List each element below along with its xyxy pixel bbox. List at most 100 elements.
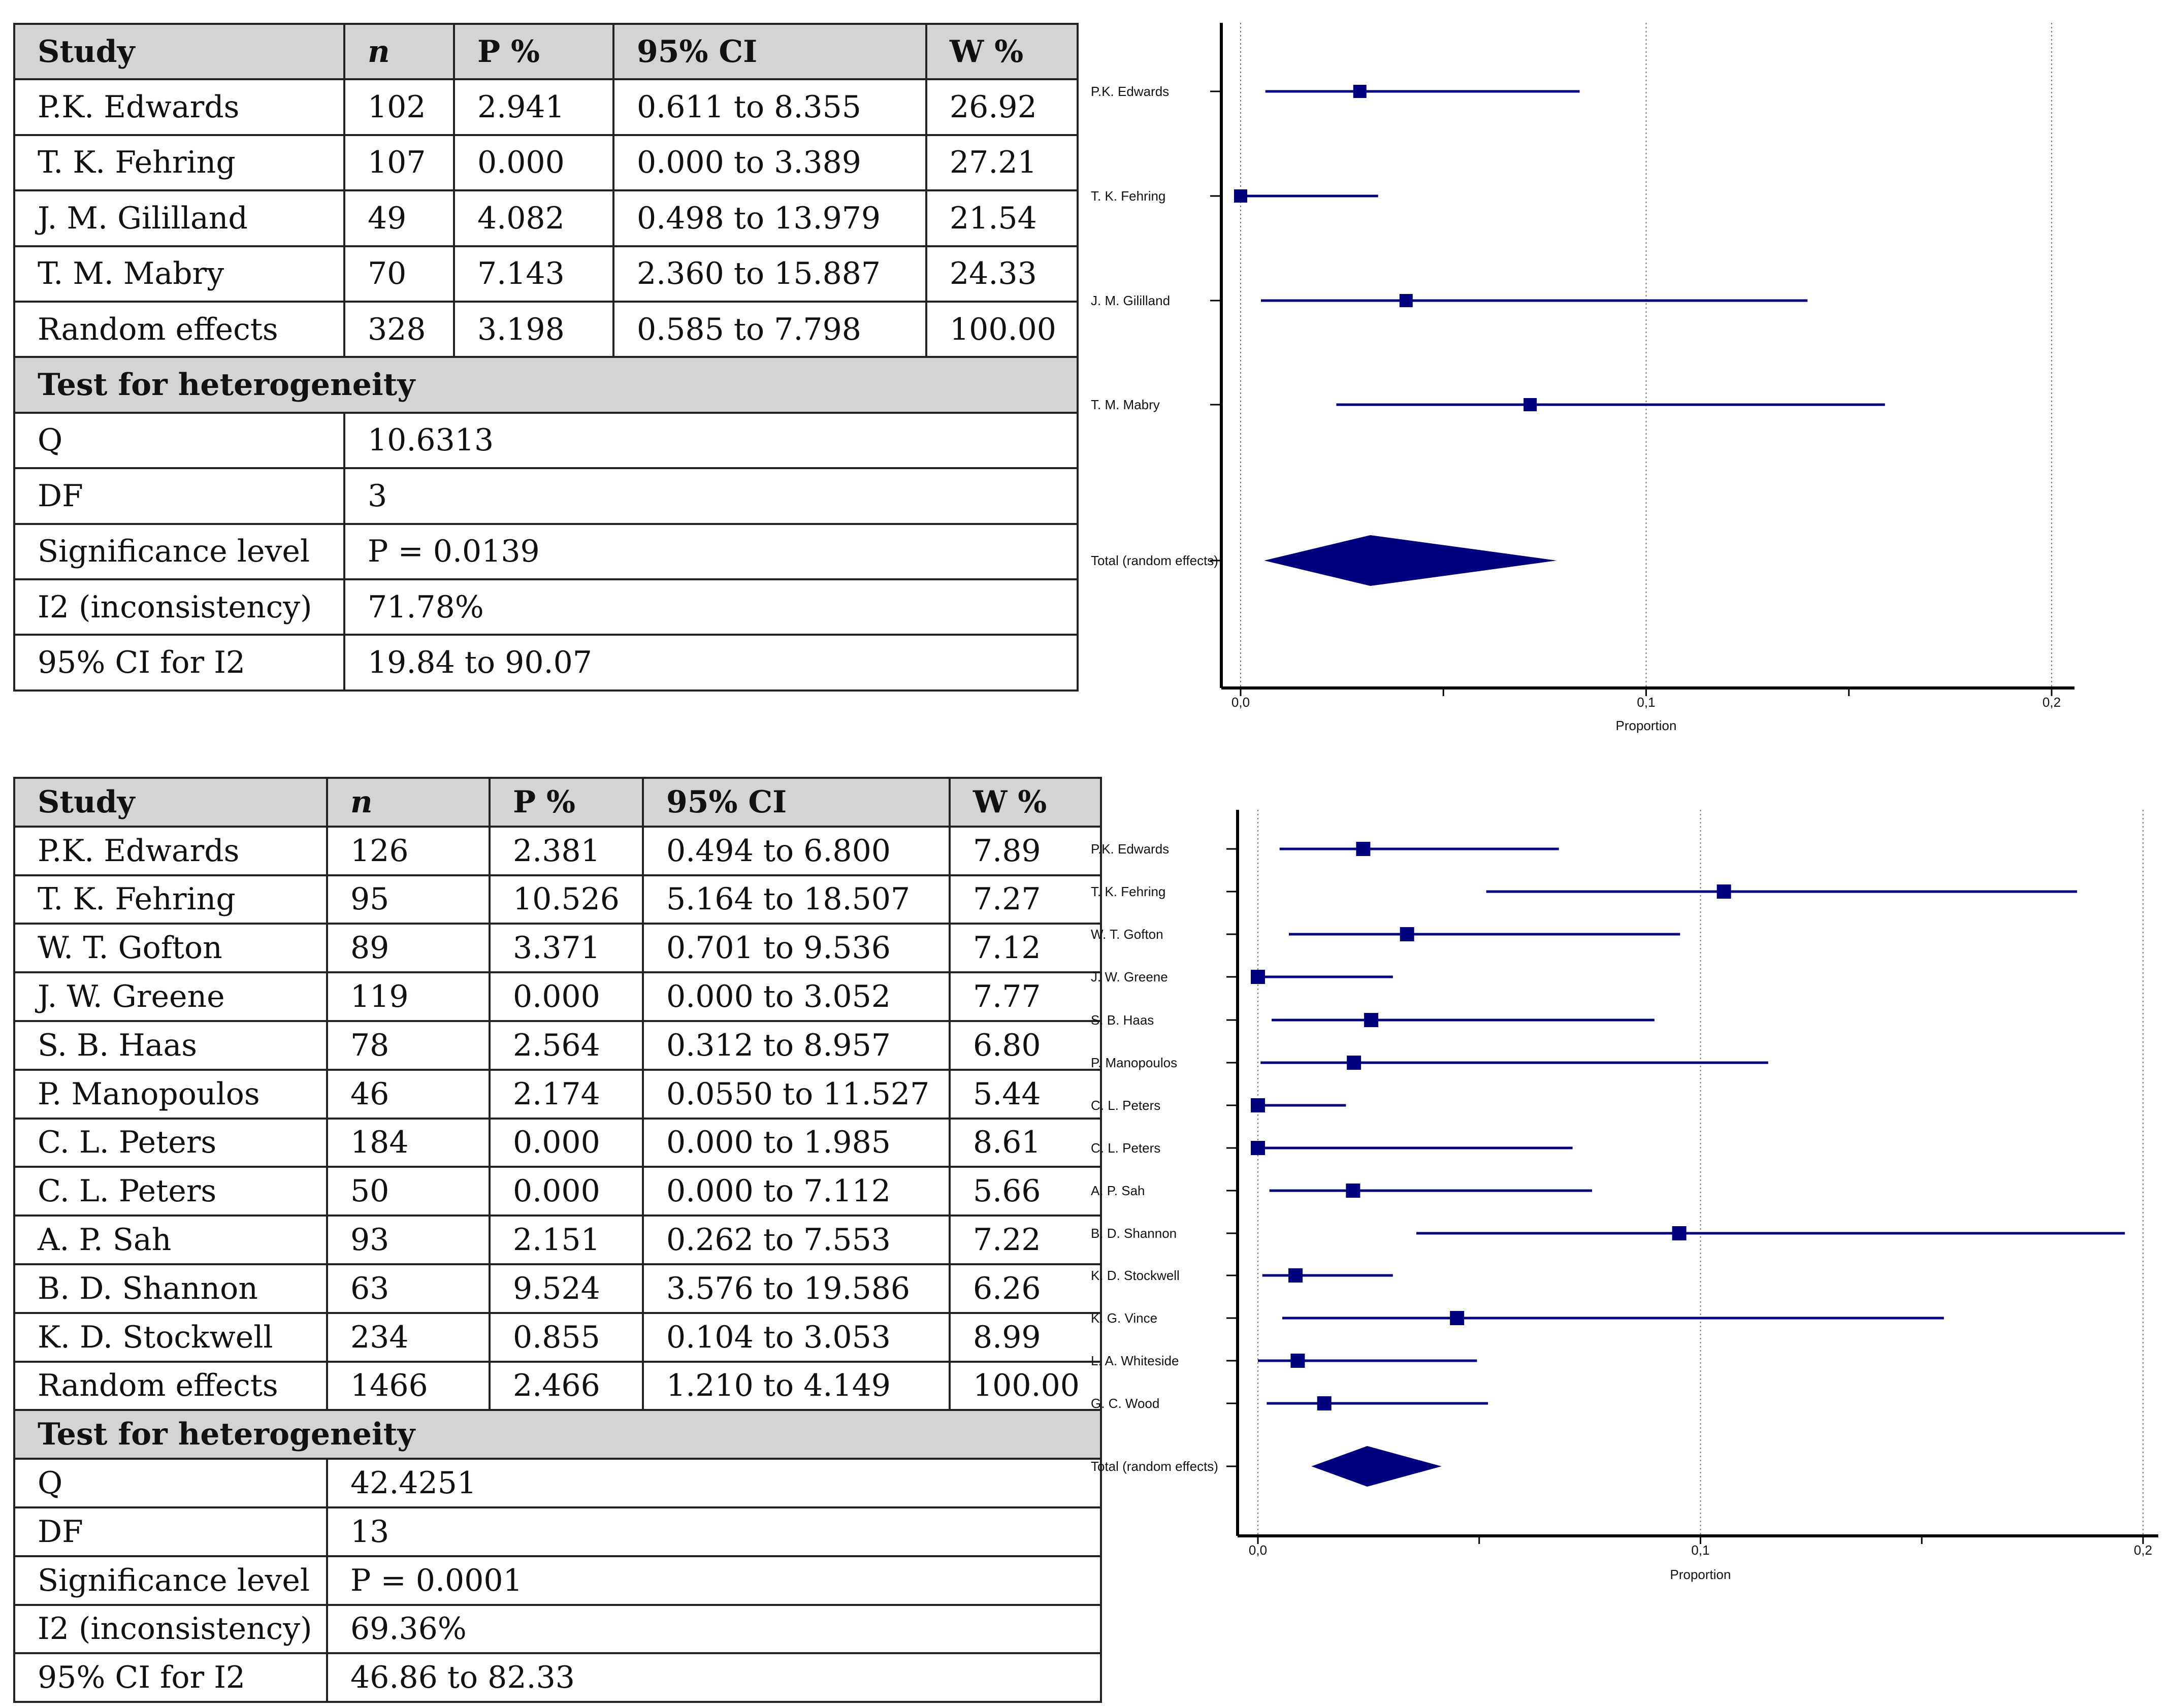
table-cell: 0.000 [453,134,614,192]
table-cell: 0.855 [489,1311,644,1363]
table-cell: 100.00 [949,1360,1102,1411]
table-cell: 0.000 to 1.985 [642,1117,951,1168]
study-label: A. P. Sah [1091,1183,1145,1198]
table-cell: 0.494 to 6.800 [642,825,951,876]
table-cell: 0.000 [489,1166,644,1217]
point-estimate-marker [1450,1311,1465,1325]
heterogeneity-row: Q 42.4251 [13,1458,1102,1508]
table-cell: 328 [343,300,455,358]
study-label: T. K. Fehring [1091,188,1165,204]
table-cell: 0.104 to 3.053 [642,1311,951,1363]
table-cell: 3.198 [453,300,614,358]
table-cell: 21.54 [925,189,1079,247]
heterogeneity-title: Test for heterogeneity [13,356,1079,414]
table-cell: 0.312 to 8.957 [642,1020,951,1071]
table-cell: S. B. Haas [13,1020,328,1071]
meta-table-1: Study n P % 95% CI W % P.K. Edwards 102 2.941 0.… [13,22,1079,692]
table-cell: 1466 [326,1360,491,1411]
table-cell: 2.466 [489,1360,644,1411]
table-cell: 63 [326,1263,491,1314]
column-header: W % [949,777,1102,828]
table-cell: 2.381 [489,825,644,876]
study-label: L. A. Whiteside [1091,1353,1179,1368]
table-row: J. M. Gililland 49 4.082 0.498 to 13.979 21.… [13,189,1079,247]
table-cell: 7.143 [453,245,614,303]
table-row: P.K. Edwards 102 2.941 0.611 to 8.355 26.92 [13,78,1079,136]
table-cell: J. W. Greene [13,971,328,1022]
table-cell: 78 [326,1020,491,1071]
table-cell: 126 [326,825,491,876]
x-tick-label: 0,0 [1249,1542,1267,1558]
x-axis-label: Proportion [1616,718,1677,733]
table-cell: 3.371 [489,923,644,974]
x-tick-label: 0,1 [1691,1542,1709,1558]
table-cell: 234 [326,1311,491,1363]
table-cell: P.K. Edwards [13,825,328,876]
heterogeneity-label: DF [13,467,345,525]
heterogeneity-row: Q 10.6313 [13,411,1079,470]
table-row: Random effects 1466 2.466 1.210 to 4.149 100… [13,1360,1102,1411]
point-estimate-marker [1251,1098,1265,1112]
column-header: 95% CI [612,22,927,81]
table-cell: 0.262 to 7.553 [642,1214,951,1265]
study-label: P.K. Edwards [1091,84,1169,99]
heterogeneity-row: DF 13 [13,1506,1102,1557]
point-estimate-marker [1251,970,1265,984]
point-estimate-marker [1364,1013,1379,1027]
x-tick-label: 0,1 [1637,695,1655,710]
table-cell: J. M. Gililland [13,189,345,247]
heterogeneity-value: 3 [343,467,1079,525]
table-cell: 95 [326,874,491,925]
pooled-estimate-diamond [1311,1446,1442,1487]
table-cell: 7.27 [949,874,1102,925]
point-estimate-marker [1353,85,1367,98]
table-cell: 8.99 [949,1311,1102,1363]
table-row: K. D. Stockwell 234 0.855 0.104 to 3.053 8.9… [13,1311,1102,1363]
table-cell: T. K. Fehring [13,134,345,192]
table-row: A. P. Sah 93 2.151 0.262 to 7.553 7.22 [13,1214,1102,1265]
study-label: W. T. Gofton [1091,927,1163,942]
heterogeneity-value: 69.36% [326,1603,1102,1655]
table-cell: A. P. Sah [13,1214,328,1265]
table-cell: 49 [343,189,455,247]
table-cell: 102 [343,78,455,136]
table-cell: 107 [343,134,455,192]
table-cell: 7.12 [949,923,1102,974]
table-cell: K. D. Stockwell [13,1311,328,1363]
heterogeneity-value: 19.84 to 90.07 [343,634,1079,692]
table-cell: 4.082 [453,189,614,247]
table-cell: 5.44 [949,1068,1102,1120]
total-label: Total (random effects) [1091,553,1218,568]
meta-table-2: Study n P % 95% CI W % P.K. Edwards 126 2.381 0.… [13,777,1102,1703]
column-header: n [326,777,491,828]
point-estimate-marker [1347,1056,1361,1070]
table-cell: 0.701 to 9.536 [642,923,951,974]
table-cell: 93 [326,1214,491,1265]
column-header: n [343,22,455,81]
table-header-row: Study n P % 95% CI W % [13,22,1079,81]
table-row: S. B. Haas 78 2.564 0.312 to 8.957 6.80 [13,1020,1102,1071]
heterogeneity-title: Test for heterogeneity [13,1409,1102,1460]
table-cell: C. L. Peters [13,1117,328,1168]
table-cell: 46 [326,1068,491,1120]
table-cell: 0.611 to 8.355 [612,78,927,136]
point-estimate-marker [1399,294,1413,307]
heterogeneity-label: I2 (inconsistency) [13,1603,328,1655]
table-cell: 26.92 [925,78,1079,136]
study-label: C. L. Peters [1091,1140,1160,1156]
x-tick-label: 0,2 [2042,695,2061,710]
table-cell: P.K. Edwards [13,78,345,136]
table-cell: W. T. Gofton [13,923,328,974]
table-cell: 7.22 [949,1214,1102,1265]
table-cell: 3.576 to 19.586 [642,1263,951,1314]
table-cell: 2.360 to 15.887 [612,245,927,303]
point-estimate-marker [1234,189,1247,203]
table-cell: 2.941 [453,78,614,136]
table-cell: 0.000 to 3.389 [612,134,927,192]
heterogeneity-value: P = 0.0001 [326,1555,1102,1606]
point-estimate-marker [1716,884,1731,899]
point-estimate-marker [1290,1354,1305,1368]
heterogeneity-label: Q [13,1458,328,1508]
column-header: Study [13,777,328,828]
